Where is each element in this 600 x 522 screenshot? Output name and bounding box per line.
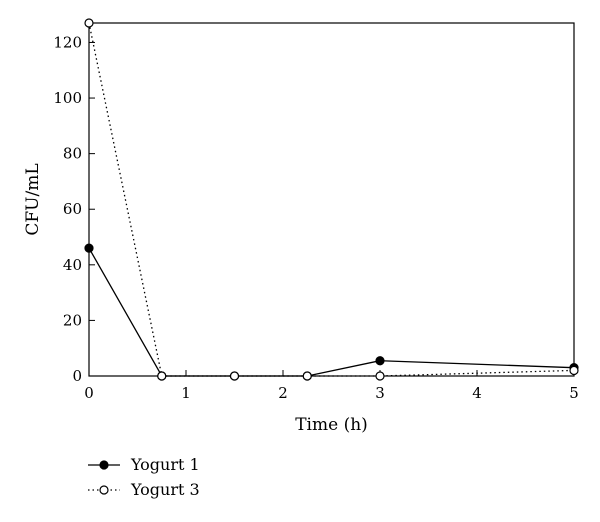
series-2 <box>84 18 579 381</box>
legend-item: Yogurt 1 <box>88 455 200 474</box>
legend: Yogurt 1 Yogurt 3 <box>88 455 200 499</box>
legend-marker <box>99 485 109 495</box>
legend-label: Yogurt 1 <box>130 455 200 474</box>
x-axis-title: Time (h) <box>295 415 368 435</box>
y-tick-label: 120 <box>53 33 82 51</box>
plot-frame-rect <box>88 22 575 377</box>
data-point <box>157 371 167 381</box>
data-point <box>84 243 94 253</box>
x-tick-label: 4 <box>472 384 482 402</box>
legend-label: Yogurt 3 <box>130 480 200 499</box>
y-tick-label: 40 <box>63 256 82 274</box>
y-tick-label: 20 <box>63 311 82 329</box>
plot-frame <box>88 22 575 377</box>
y-axis-title: CFU/mL <box>23 163 43 235</box>
series-layer <box>84 18 579 381</box>
series-line <box>88 22 575 377</box>
legend-item: Yogurt 3 <box>88 480 200 499</box>
y-tick-label: 0 <box>72 367 82 385</box>
x-tick-label: 0 <box>84 384 94 402</box>
y-axis: 0 20 40 60 80 100 120 <box>53 33 95 385</box>
x-tick-label: 3 <box>375 384 385 402</box>
y-tick-label: 80 <box>63 145 82 163</box>
data-point <box>302 371 312 381</box>
data-point <box>375 371 385 381</box>
legend-marker <box>99 460 109 470</box>
data-point <box>375 356 385 366</box>
x-tick-label: 5 <box>569 384 579 402</box>
series-line <box>88 247 575 377</box>
x-tick-label: 2 <box>278 384 288 402</box>
data-point <box>84 18 94 28</box>
y-tick-label: 60 <box>63 200 82 218</box>
x-tick-label: 1 <box>181 384 191 402</box>
data-point <box>569 365 579 376</box>
data-point <box>229 371 240 381</box>
y-tick-label: 100 <box>53 89 82 107</box>
series-1 <box>84 243 579 381</box>
